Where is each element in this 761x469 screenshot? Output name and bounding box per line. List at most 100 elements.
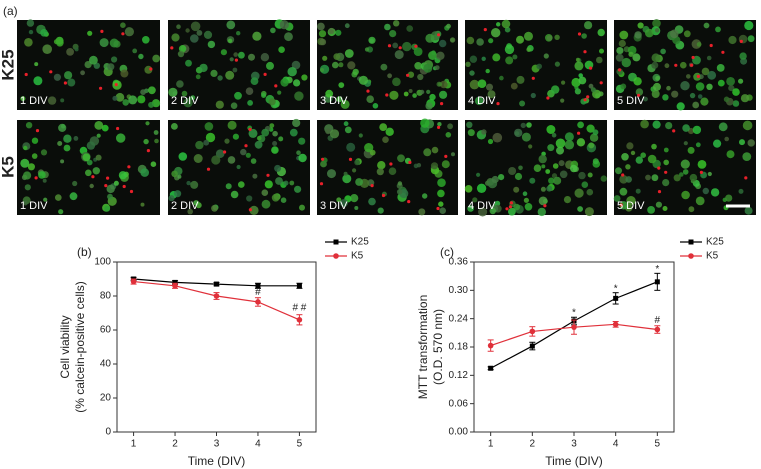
cell [732, 100, 740, 107]
cell [408, 89, 413, 93]
dead-cell [414, 44, 418, 48]
cell [291, 60, 301, 70]
cell [682, 169, 689, 175]
cell [492, 53, 501, 62]
cell [181, 90, 188, 97]
cell [145, 121, 150, 126]
cell [24, 184, 31, 191]
cell [27, 163, 35, 171]
cell [128, 95, 138, 105]
dead-cell [104, 184, 108, 188]
cell [466, 121, 473, 128]
micrograph [614, 19, 756, 111]
cell [652, 120, 661, 129]
cell [396, 189, 403, 195]
cell [72, 180, 78, 187]
cell [449, 37, 456, 43]
legend-marker [333, 253, 339, 259]
cell [634, 31, 642, 39]
cell [589, 133, 599, 142]
cell [23, 145, 28, 151]
cell [393, 20, 400, 27]
cell [211, 204, 218, 212]
cell [252, 31, 262, 41]
cell [546, 125, 556, 134]
cell [681, 190, 690, 200]
cell [55, 194, 62, 201]
cell [238, 181, 245, 188]
cell [148, 101, 155, 108]
cell [425, 33, 435, 43]
micrograph [17, 19, 161, 110]
cell [626, 142, 634, 150]
cell [31, 137, 39, 144]
dead-cell [266, 173, 270, 177]
cell [23, 200, 28, 206]
cell [469, 70, 475, 76]
cell [526, 122, 532, 128]
cell [581, 181, 589, 188]
image-label: 5 DIV [617, 95, 645, 107]
cell [397, 154, 405, 163]
cell [271, 193, 280, 202]
cell [437, 178, 446, 187]
cell [203, 30, 213, 39]
cell [333, 53, 341, 60]
cell [397, 181, 403, 186]
cell [740, 94, 750, 103]
cell [354, 206, 359, 210]
marker [612, 321, 619, 328]
cell [99, 38, 109, 48]
cell [654, 28, 660, 33]
cell [584, 21, 593, 30]
cell [514, 128, 523, 138]
dead-cell [696, 74, 701, 78]
micrograph [465, 19, 607, 110]
cell [739, 139, 745, 146]
cell [726, 150, 735, 159]
cell [559, 170, 568, 179]
cell [26, 19, 35, 27]
cell [596, 56, 603, 64]
cell [283, 180, 289, 186]
cell [485, 68, 490, 74]
cell [293, 79, 301, 87]
cell [254, 140, 263, 149]
cell [43, 197, 48, 202]
dead-cell [691, 55, 695, 60]
cell [107, 193, 113, 200]
cell [665, 122, 673, 130]
cell [522, 191, 528, 196]
micrograph [168, 118, 310, 215]
cell [42, 44, 52, 54]
cell [504, 44, 515, 55]
dead-cell [618, 68, 622, 72]
cell [87, 30, 93, 36]
cell [364, 143, 374, 153]
cell [514, 172, 523, 181]
cell [526, 47, 532, 52]
dead-cell [370, 184, 374, 188]
image-label: 2 DIV [171, 200, 199, 212]
marker [255, 299, 261, 305]
cell [380, 63, 388, 71]
cell [340, 99, 350, 109]
cell [703, 22, 710, 29]
image-label: 4 DIV [468, 95, 496, 107]
cell [447, 123, 453, 130]
cell [590, 87, 596, 93]
cell [320, 68, 324, 72]
cell [34, 62, 39, 67]
cell [716, 64, 725, 72]
cell [619, 201, 628, 210]
cell [416, 163, 422, 168]
cell [366, 95, 375, 103]
cell [152, 54, 161, 63]
cell [412, 93, 417, 98]
cell [577, 206, 583, 212]
y-axis-label: Cell viability [58, 315, 72, 378]
dead-cell [398, 46, 402, 50]
cell [107, 63, 115, 71]
cell [425, 102, 433, 110]
legend-label: K25 [706, 237, 724, 248]
